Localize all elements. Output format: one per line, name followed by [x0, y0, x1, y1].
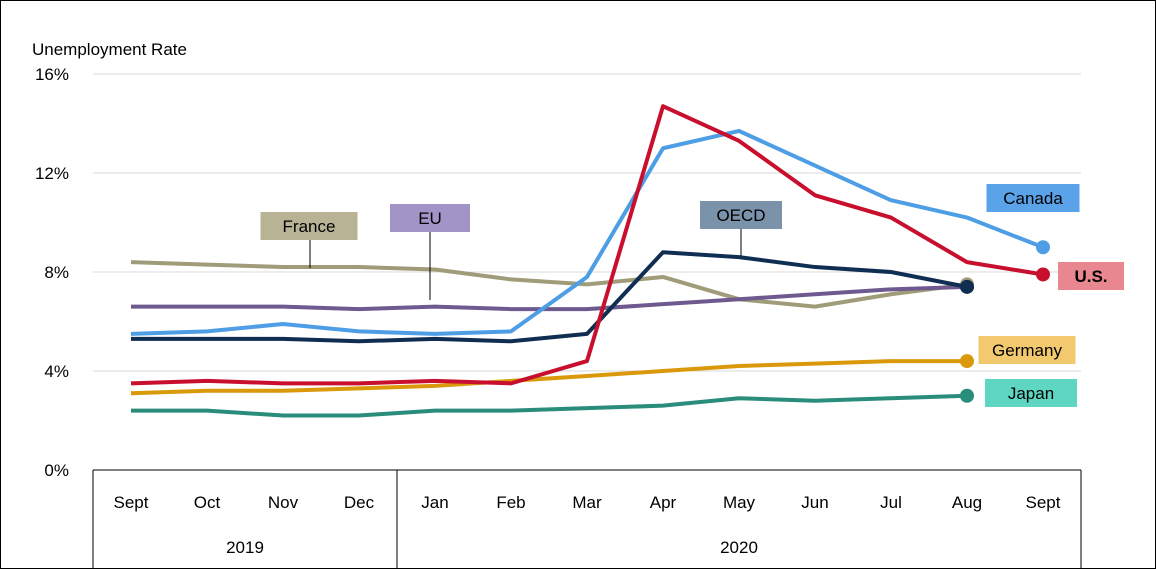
series-line: [131, 393, 968, 418]
x-tick-label: Mar: [572, 493, 602, 512]
category-axis: Sept Oct Nov Dec Jan Feb Mar Apr May Jun Jul Aug Sep…: [92, 469, 1082, 568]
year-label: 2020: [720, 538, 758, 557]
label-box: [700, 201, 782, 229]
series-end-marker: [960, 354, 974, 369]
label-canada: Canada: [986, 184, 1080, 212]
y-tick-label: 0%: [44, 461, 69, 480]
series-japan: [131, 388, 974, 418]
x-tick-label: Sept: [114, 493, 149, 512]
series-line: [130, 128, 1044, 336]
series-end-marker: [960, 279, 974, 294]
series-label-text: OECD: [716, 206, 765, 225]
series-label-text: France: [283, 217, 336, 236]
label-box: [978, 336, 1076, 364]
x-tick-label: Jan: [421, 493, 448, 512]
y-tick-label: 8%: [44, 263, 69, 282]
label-japan: Japan: [985, 379, 1077, 407]
label-box: [390, 204, 470, 232]
y-tick-label: 4%: [44, 362, 69, 381]
label-box: [1058, 262, 1124, 290]
series-lines: [130, 104, 1050, 418]
series-eu: [131, 279, 974, 312]
y-tick-label: 16%: [35, 65, 69, 84]
label-eu: EU: [390, 204, 470, 300]
series-germany: [130, 354, 974, 396]
x-tick-label: Apr: [650, 493, 677, 512]
year-label: 2019: [226, 538, 264, 557]
label-us: U.S.: [1058, 262, 1124, 290]
series-end-marker: [1036, 267, 1050, 282]
label-box: [985, 379, 1077, 407]
y-axis-title: Unemployment Rate: [32, 40, 187, 59]
series-canada: [130, 128, 1050, 336]
series-oecd: [131, 250, 974, 344]
x-tick-label: Sept: [1026, 493, 1061, 512]
label-germany: Germany: [978, 336, 1076, 364]
x-tick-label: Jul: [880, 493, 902, 512]
x-tick-label: Jun: [801, 493, 828, 512]
series-labels: Canada U.S. France EU OECD Germany Japan: [260, 184, 1124, 407]
series-label-text: Japan: [1008, 384, 1054, 403]
series-line: [130, 260, 968, 309]
series-us: [130, 104, 1050, 386]
series-line: [131, 284, 968, 312]
x-tick-label: Oct: [194, 493, 221, 512]
series-label-text: U.S.: [1074, 267, 1107, 286]
series-label-text: EU: [418, 209, 442, 228]
series-line: [130, 104, 1044, 386]
x-tick-label: Feb: [496, 493, 525, 512]
series-line: [131, 250, 968, 344]
x-tick-label: Aug: [952, 493, 982, 512]
y-tick-labels: 0% 4% 8% 12% 16%: [35, 65, 69, 480]
label-box: [260, 212, 358, 240]
x-tick-label: Nov: [268, 493, 299, 512]
label-box: [986, 184, 1080, 212]
x-tick-label: Dec: [344, 493, 375, 512]
series-end-marker: [1036, 240, 1050, 255]
y-tick-label: 12%: [35, 164, 69, 183]
x-tick-label: May: [723, 493, 756, 512]
label-oecd: OECD: [700, 201, 782, 256]
label-france: France: [260, 212, 358, 268]
series-end-marker: [960, 388, 974, 403]
gridlines: [93, 73, 1081, 372]
series-label-text: Germany: [992, 341, 1062, 360]
series-line: [130, 359, 967, 396]
series-label-text: Canada: [1003, 189, 1063, 208]
